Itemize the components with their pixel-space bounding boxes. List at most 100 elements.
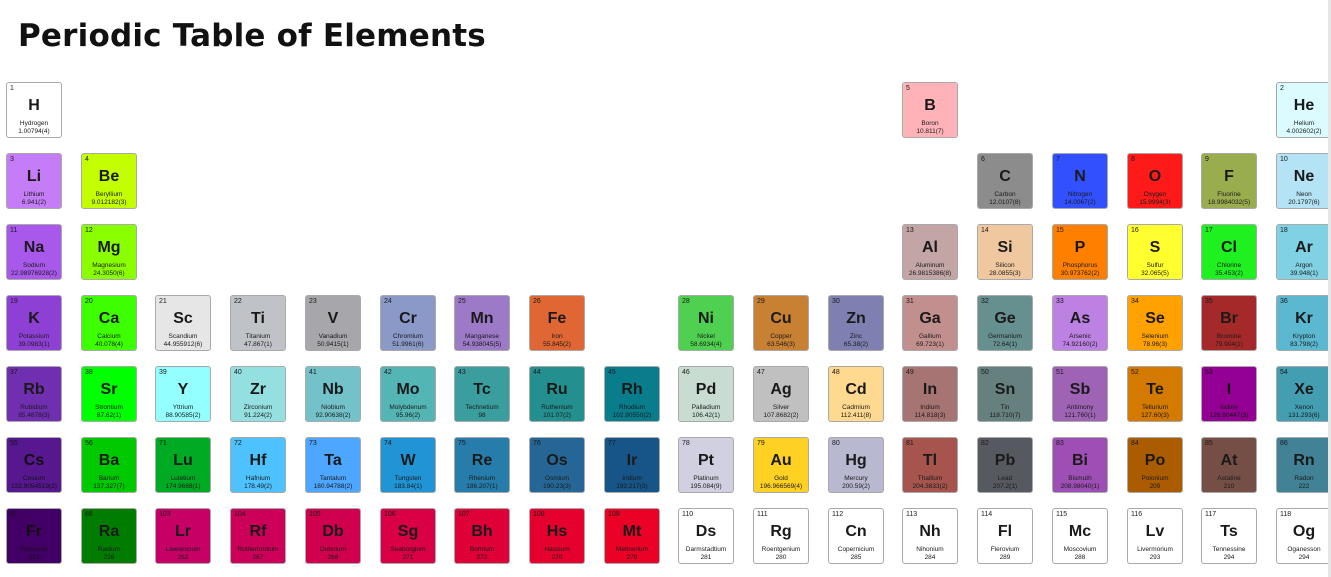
element-cell-ba[interactable]: 56 Ba Barium 137.327(7) (81, 437, 137, 493)
element-cell-ga[interactable]: 31 Ga Gallium 69.723(1) (902, 295, 958, 351)
element-cell-li[interactable]: 3 Li Lithium 6.941(2) (6, 153, 62, 209)
element-cell-nb[interactable]: 41 Nb Niobium 92.90638(2) (305, 366, 361, 422)
element-cell-bh[interactable]: 107 Bh Bohrium 272 (454, 508, 510, 564)
element-mass: 4.002602(2) (1286, 128, 1322, 135)
element-cell-br[interactable]: 35 Br Bromine 79.904(1) (1201, 295, 1257, 351)
element-cell-c[interactable]: 6 C Carbon 12.0107(8) (977, 153, 1033, 209)
element-number: 86 (1280, 440, 1288, 447)
element-cell-au[interactable]: 79 Au Gold 196.966569(4) (753, 437, 809, 493)
element-symbol: At (1220, 452, 1238, 469)
element-cell-al[interactable]: 13 Al Aluminum 26.9815386(8) (902, 224, 958, 280)
element-cell-cn[interactable]: 112 Cn Copernicium 285 (828, 508, 884, 564)
element-name: Carbon (994, 191, 1016, 198)
element-cell-os[interactable]: 76 Os Osmium 190.23(3) (529, 437, 585, 493)
element-cell-ta[interactable]: 73 Ta Tantalum 180.94788(2) (305, 437, 361, 493)
element-cell-as[interactable]: 33 As Arsenic 74.92160(2) (1052, 295, 1108, 351)
element-number: 56 (85, 440, 93, 447)
element-cell-cu[interactable]: 29 Cu Copper 63.546(3) (753, 295, 809, 351)
element-cell-tl[interactable]: 81 Tl Thallium 204.3833(2) (902, 437, 958, 493)
element-cell-sg[interactable]: 106 Sg Seaborgium 271 (380, 508, 436, 564)
element-cell-sn[interactable]: 50 Sn Tin 118.710(7) (977, 366, 1033, 422)
element-cell-lu[interactable]: 71 Lu Lutetium 174.9668(1) (155, 437, 211, 493)
element-cell-lv[interactable]: 116 Lv Livermorium 293 (1127, 508, 1183, 564)
element-cell-mo[interactable]: 42 Mo Molybdenum 95.96(2) (380, 366, 436, 422)
element-cell-be[interactable]: 4 Be Beryllium 9.012182(3) (81, 153, 137, 209)
element-cell-zn[interactable]: 30 Zn Zinc 65.38(2) (828, 295, 884, 351)
element-cell-mc[interactable]: 115 Mc Moscovium 288 (1052, 508, 1108, 564)
element-cell-xe[interactable]: 54 Xe Xenon 131.293(6) (1276, 366, 1331, 422)
element-cell-ar[interactable]: 18 Ar Argon 39.948(1) (1276, 224, 1331, 280)
element-name: Barium (98, 475, 120, 482)
element-cell-sc[interactable]: 21 Sc Scandium 44.955912(6) (155, 295, 211, 351)
element-cell-sr[interactable]: 38 Sr Strontium 87.62(1) (81, 366, 137, 422)
element-name: Gold (774, 475, 788, 482)
element-cell-cs[interactable]: 55 Cs Cesium 132.9054519(2) (6, 437, 62, 493)
element-cell-i[interactable]: 53 I Iodine 126.90447(3) (1201, 366, 1257, 422)
element-cell-fe[interactable]: 26 Fe Iron 55.845(2) (529, 295, 585, 351)
element-cell-tc[interactable]: 43 Tc Technetium 98 (454, 366, 510, 422)
element-cell-hg[interactable]: 80 Hg Mercury 200.59(2) (828, 437, 884, 493)
scrollbar[interactable] (1328, 0, 1331, 577)
element-cell-sb[interactable]: 51 Sb Antimony 121.760(1) (1052, 366, 1108, 422)
element-cell-te[interactable]: 52 Te Tellurium 127.60(3) (1127, 366, 1183, 422)
element-cell-y[interactable]: 39 Y Yttrium 88.90585(2) (155, 366, 211, 422)
element-cell-rg[interactable]: 111 Rg Roentgenium 280 (753, 508, 809, 564)
element-cell-f[interactable]: 9 F Fluorine 18.9984032(5) (1201, 153, 1257, 209)
element-cell-n[interactable]: 7 N Nitrogen 14.0067(2) (1052, 153, 1108, 209)
element-cell-ag[interactable]: 47 Ag Silver 107.8682(2) (753, 366, 809, 422)
element-cell-pb[interactable]: 82 Pb Lead 207.2(1) (977, 437, 1033, 493)
element-cell-se[interactable]: 34 Se Selenium 78.96(3) (1127, 295, 1183, 351)
element-cell-mt[interactable]: 109 Mt Meitnerium 276 (604, 508, 660, 564)
element-cell-fl[interactable]: 114 Fl Flerovium 289 (977, 508, 1033, 564)
element-cell-h[interactable]: 1 H Hydrogen 1.00794(4) (6, 82, 62, 138)
element-cell-ts[interactable]: 117 Ts Tennessine 294 (1201, 508, 1257, 564)
element-cell-v[interactable]: 23 V Vanadium 50.9415(1) (305, 295, 361, 351)
element-name: Argon (1295, 262, 1313, 269)
element-cell-ca[interactable]: 20 Ca Calcium 40.078(4) (81, 295, 137, 351)
element-cell-pd[interactable]: 46 Pd Palladium 106.42(1) (678, 366, 734, 422)
element-cell-fr[interactable]: 87 Fr Francium 223 (6, 508, 62, 564)
element-cell-cr[interactable]: 24 Cr Chromium 51.9961(6) (380, 295, 436, 351)
element-cell-p[interactable]: 15 P Phosphorus 30.973762(2) (1052, 224, 1108, 280)
element-cell-ni[interactable]: 28 Ni Nickel 58.6934(4) (678, 295, 734, 351)
element-cell-rb[interactable]: 37 Rb Rubidium 85.4678(3) (6, 366, 62, 422)
element-cell-na[interactable]: 11 Na Sodium 22.98976928(2) (6, 224, 62, 280)
element-cell-ru[interactable]: 44 Ru Ruthenium 101.07(2) (529, 366, 585, 422)
element-name: Rhodium (618, 404, 645, 411)
element-cell-at[interactable]: 85 At Astatine 210 (1201, 437, 1257, 493)
element-cell-pt[interactable]: 78 Pt Platinum 195.084(9) (678, 437, 734, 493)
element-cell-cl[interactable]: 17 Cl Chlorine 35.453(2) (1201, 224, 1257, 280)
element-cell-db[interactable]: 105 Db Dubnium 268 (305, 508, 361, 564)
element-cell-s[interactable]: 16 S Sulfur 32.065(5) (1127, 224, 1183, 280)
element-cell-si[interactable]: 14 Si Silicon 28.0855(3) (977, 224, 1033, 280)
element-cell-ir[interactable]: 77 Ir Iridium 192.217(3) (604, 437, 660, 493)
element-cell-ne[interactable]: 10 Ne Neon 20.1797(6) (1276, 153, 1331, 209)
element-cell-w[interactable]: 74 W Tungsten 183.84(1) (380, 437, 436, 493)
element-cell-rf[interactable]: 104 Rf Rutherfordium 267 (230, 508, 286, 564)
element-cell-hf[interactable]: 72 Hf Hafnium 178.49(2) (230, 437, 286, 493)
element-cell-bi[interactable]: 83 Bi Bismuth 208.98040(1) (1052, 437, 1108, 493)
element-cell-ge[interactable]: 32 Ge Germanium 72.64(1) (977, 295, 1033, 351)
element-cell-mg[interactable]: 12 Mg Magnesium 24.3050(6) (81, 224, 137, 280)
element-cell-rn[interactable]: 86 Rn Radon 222 (1276, 437, 1331, 493)
element-cell-ds[interactable]: 110 Ds Darmstadtium 281 (678, 508, 734, 564)
element-cell-he[interactable]: 2 He Helium 4.002602(2) (1276, 82, 1331, 138)
element-cell-re[interactable]: 75 Re Rhenium 186.207(1) (454, 437, 510, 493)
element-cell-mn[interactable]: 25 Mn Manganese 54.938045(5) (454, 295, 510, 351)
element-cell-hs[interactable]: 108 Hs Hassium 270 (529, 508, 585, 564)
element-cell-nh[interactable]: 113 Nh Nihonium 284 (902, 508, 958, 564)
element-cell-zr[interactable]: 40 Zr Zirconium 91.224(2) (230, 366, 286, 422)
element-cell-kr[interactable]: 36 Kr Krypton 83.798(2) (1276, 295, 1331, 351)
element-cell-in[interactable]: 49 In Indium 114.818(3) (902, 366, 958, 422)
element-cell-k[interactable]: 19 K Potassium 39.0983(1) (6, 295, 62, 351)
element-cell-o[interactable]: 8 O Oxygen 15.9994(3) (1127, 153, 1183, 209)
element-mass: 6.941(2) (21, 199, 47, 206)
element-cell-ra[interactable]: 88 Ra Radium 226 (81, 508, 137, 564)
element-cell-cd[interactable]: 48 Cd Cadmium 112.411(8) (828, 366, 884, 422)
element-cell-lr[interactable]: 103 Lr Lawrencium 262 (155, 508, 211, 564)
element-cell-og[interactable]: 118 Og Oganesson 294 (1276, 508, 1331, 564)
element-cell-b[interactable]: 5 B Boron 10.811(7) (902, 82, 958, 138)
element-cell-po[interactable]: 84 Po Polonium 209 (1127, 437, 1183, 493)
element-cell-ti[interactable]: 22 Ti Titanium 47.867(1) (230, 295, 286, 351)
element-cell-rh[interactable]: 45 Rh Rhodium 102.90550(2) (604, 366, 660, 422)
